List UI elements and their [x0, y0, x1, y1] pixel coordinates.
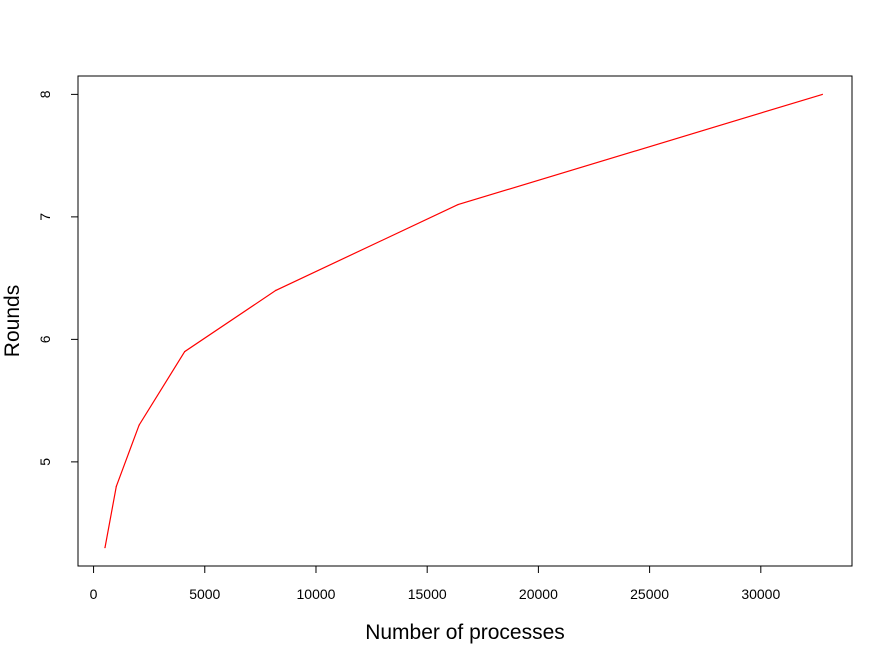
data-point [138, 424, 140, 426]
data-point [184, 351, 186, 353]
data-point [821, 93, 823, 95]
y-tick-label: 8 [37, 90, 53, 98]
series-layer [104, 93, 823, 549]
x-axis-title: Number of processes [365, 621, 565, 644]
data-point [457, 204, 459, 206]
y-tick-label: 6 [37, 335, 53, 343]
y-tick-label: 5 [37, 458, 53, 466]
y-tick-label: 7 [37, 213, 53, 221]
series-line [104, 93, 823, 548]
x-tick-label: 5000 [189, 586, 220, 602]
x-tick-label: 0 [90, 586, 98, 602]
y-axis-title: Rounds [1, 285, 24, 357]
x-axis: 0 5000 10000 15000 20000 25000 30000 [90, 565, 780, 602]
data-point [275, 289, 277, 291]
y-axis: 5 6 7 8 [37, 90, 79, 466]
plot-frame [77, 75, 853, 567]
data-point [115, 485, 117, 487]
data-point [104, 547, 106, 549]
x-tick-label: 15000 [408, 586, 447, 602]
x-tick-label: 20000 [519, 586, 558, 602]
x-tick-label: 10000 [297, 586, 336, 602]
x-tick-label: 25000 [630, 586, 669, 602]
x-tick-label: 30000 [741, 586, 780, 602]
